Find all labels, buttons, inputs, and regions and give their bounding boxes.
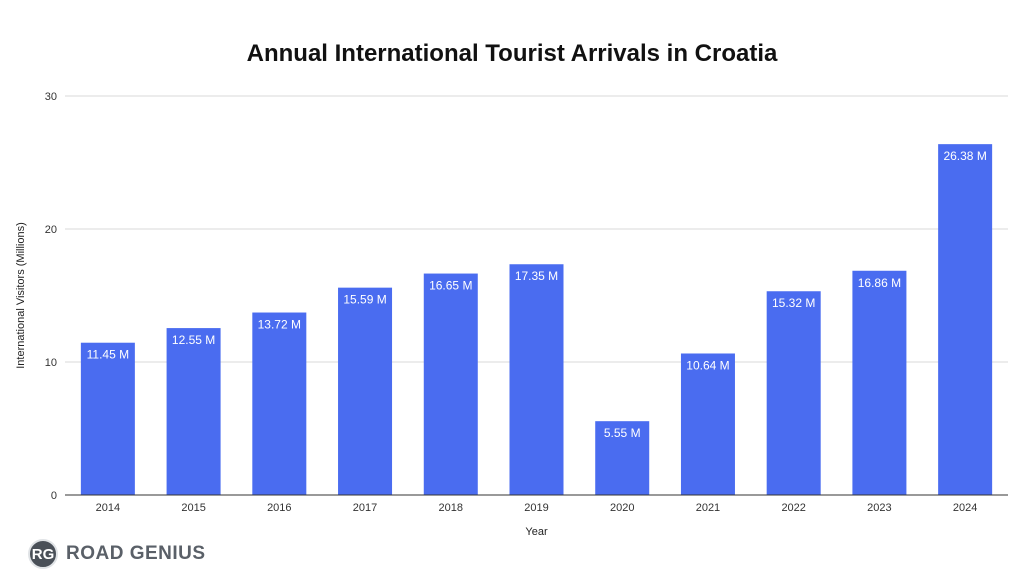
bar-data-label: 13.72 M [258, 318, 301, 332]
x-tick-label: 2015 [181, 502, 205, 514]
bar-data-label: 15.59 M [343, 293, 386, 307]
bar [80, 342, 135, 495]
x-tick-labels: 2014 2015 2016 2017 2018 2019 2020 2021 2022 2023… [96, 502, 978, 514]
bar [252, 312, 307, 495]
x-tick-label: 2021 [696, 502, 720, 514]
bar-data-label: 11.45 M [87, 348, 129, 362]
bar-data-label: 16.65 M [429, 279, 472, 293]
bar [338, 287, 393, 495]
brand-name: ROAD GENIUS [66, 543, 206, 564]
bar [766, 291, 821, 495]
bar-data-label: 26.38 M [943, 149, 986, 163]
bar-data-label: 10.64 M [686, 358, 729, 372]
bars [80, 144, 993, 495]
bar [509, 264, 564, 495]
y-axis-title: International Visitors (Millions) [15, 222, 27, 369]
x-tick-label: 2020 [610, 502, 634, 514]
bar-data-label: 17.35 M [515, 269, 558, 283]
y-tick-label: 30 [45, 91, 57, 103]
bar [166, 328, 221, 495]
bar-data-label: 16.86 M [858, 276, 901, 290]
x-tick-label: 2022 [781, 502, 805, 514]
y-tick-label: 10 [45, 357, 57, 369]
x-tick-label: 2018 [439, 502, 463, 514]
bar-data-label: 5.55 M [604, 426, 641, 440]
bar [423, 273, 478, 495]
chart-title: Annual International Tourist Arrivals in… [246, 40, 778, 67]
bar-data-label: 12.55 M [172, 333, 215, 347]
brand-logo: RG ROAD GENIUS [28, 537, 206, 571]
bar-data-label: 15.32 M [772, 296, 815, 310]
x-tick-label: 2014 [96, 502, 120, 514]
x-axis-title: Year [525, 526, 548, 538]
x-tick-label: 2023 [867, 502, 891, 514]
bar-labels: 11.45 M 12.55 M 13.72 M 15.59 M 16.65 M 17.35… [87, 149, 987, 440]
bar [852, 270, 907, 495]
x-tick-label: 2016 [267, 502, 291, 514]
y-tick-labels: 0 10 20 30 [45, 91, 57, 502]
bar [595, 421, 650, 495]
x-tick-label: 2017 [353, 502, 377, 514]
bar [680, 353, 735, 495]
brand-badge: RG [28, 539, 58, 569]
y-tick-label: 20 [45, 224, 57, 236]
x-tick-label: 2024 [953, 502, 977, 514]
y-tick-label: 0 [51, 490, 57, 502]
bar [938, 144, 993, 495]
x-tick-label: 2019 [524, 502, 548, 514]
